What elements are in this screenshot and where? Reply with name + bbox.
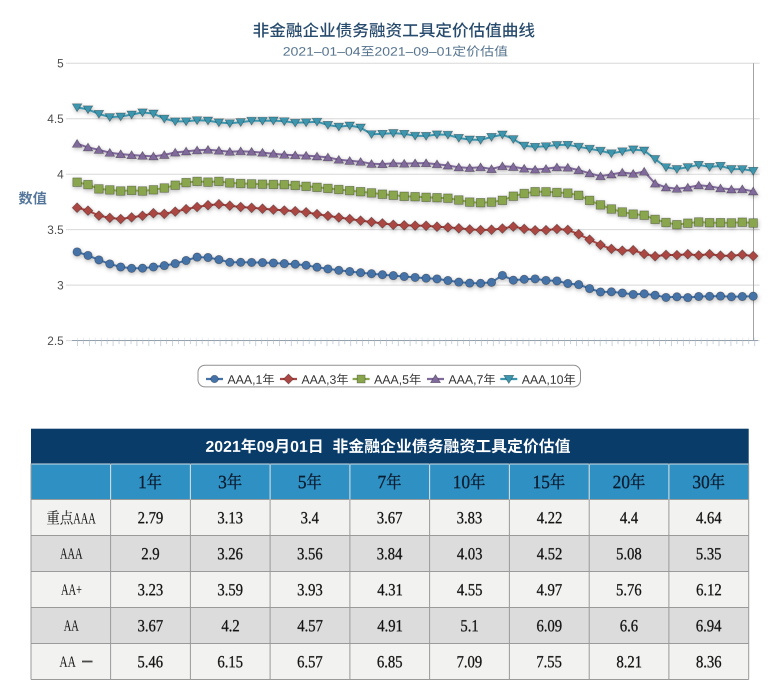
- svg-text:3: 3: [57, 278, 64, 292]
- svg-text:2.5: 2.5: [47, 334, 64, 348]
- svg-text:3.5: 3.5: [47, 223, 64, 237]
- svg-text:4: 4: [57, 168, 64, 182]
- svg-text:5: 5: [57, 57, 64, 71]
- svg-text:4.5: 4.5: [47, 112, 64, 126]
